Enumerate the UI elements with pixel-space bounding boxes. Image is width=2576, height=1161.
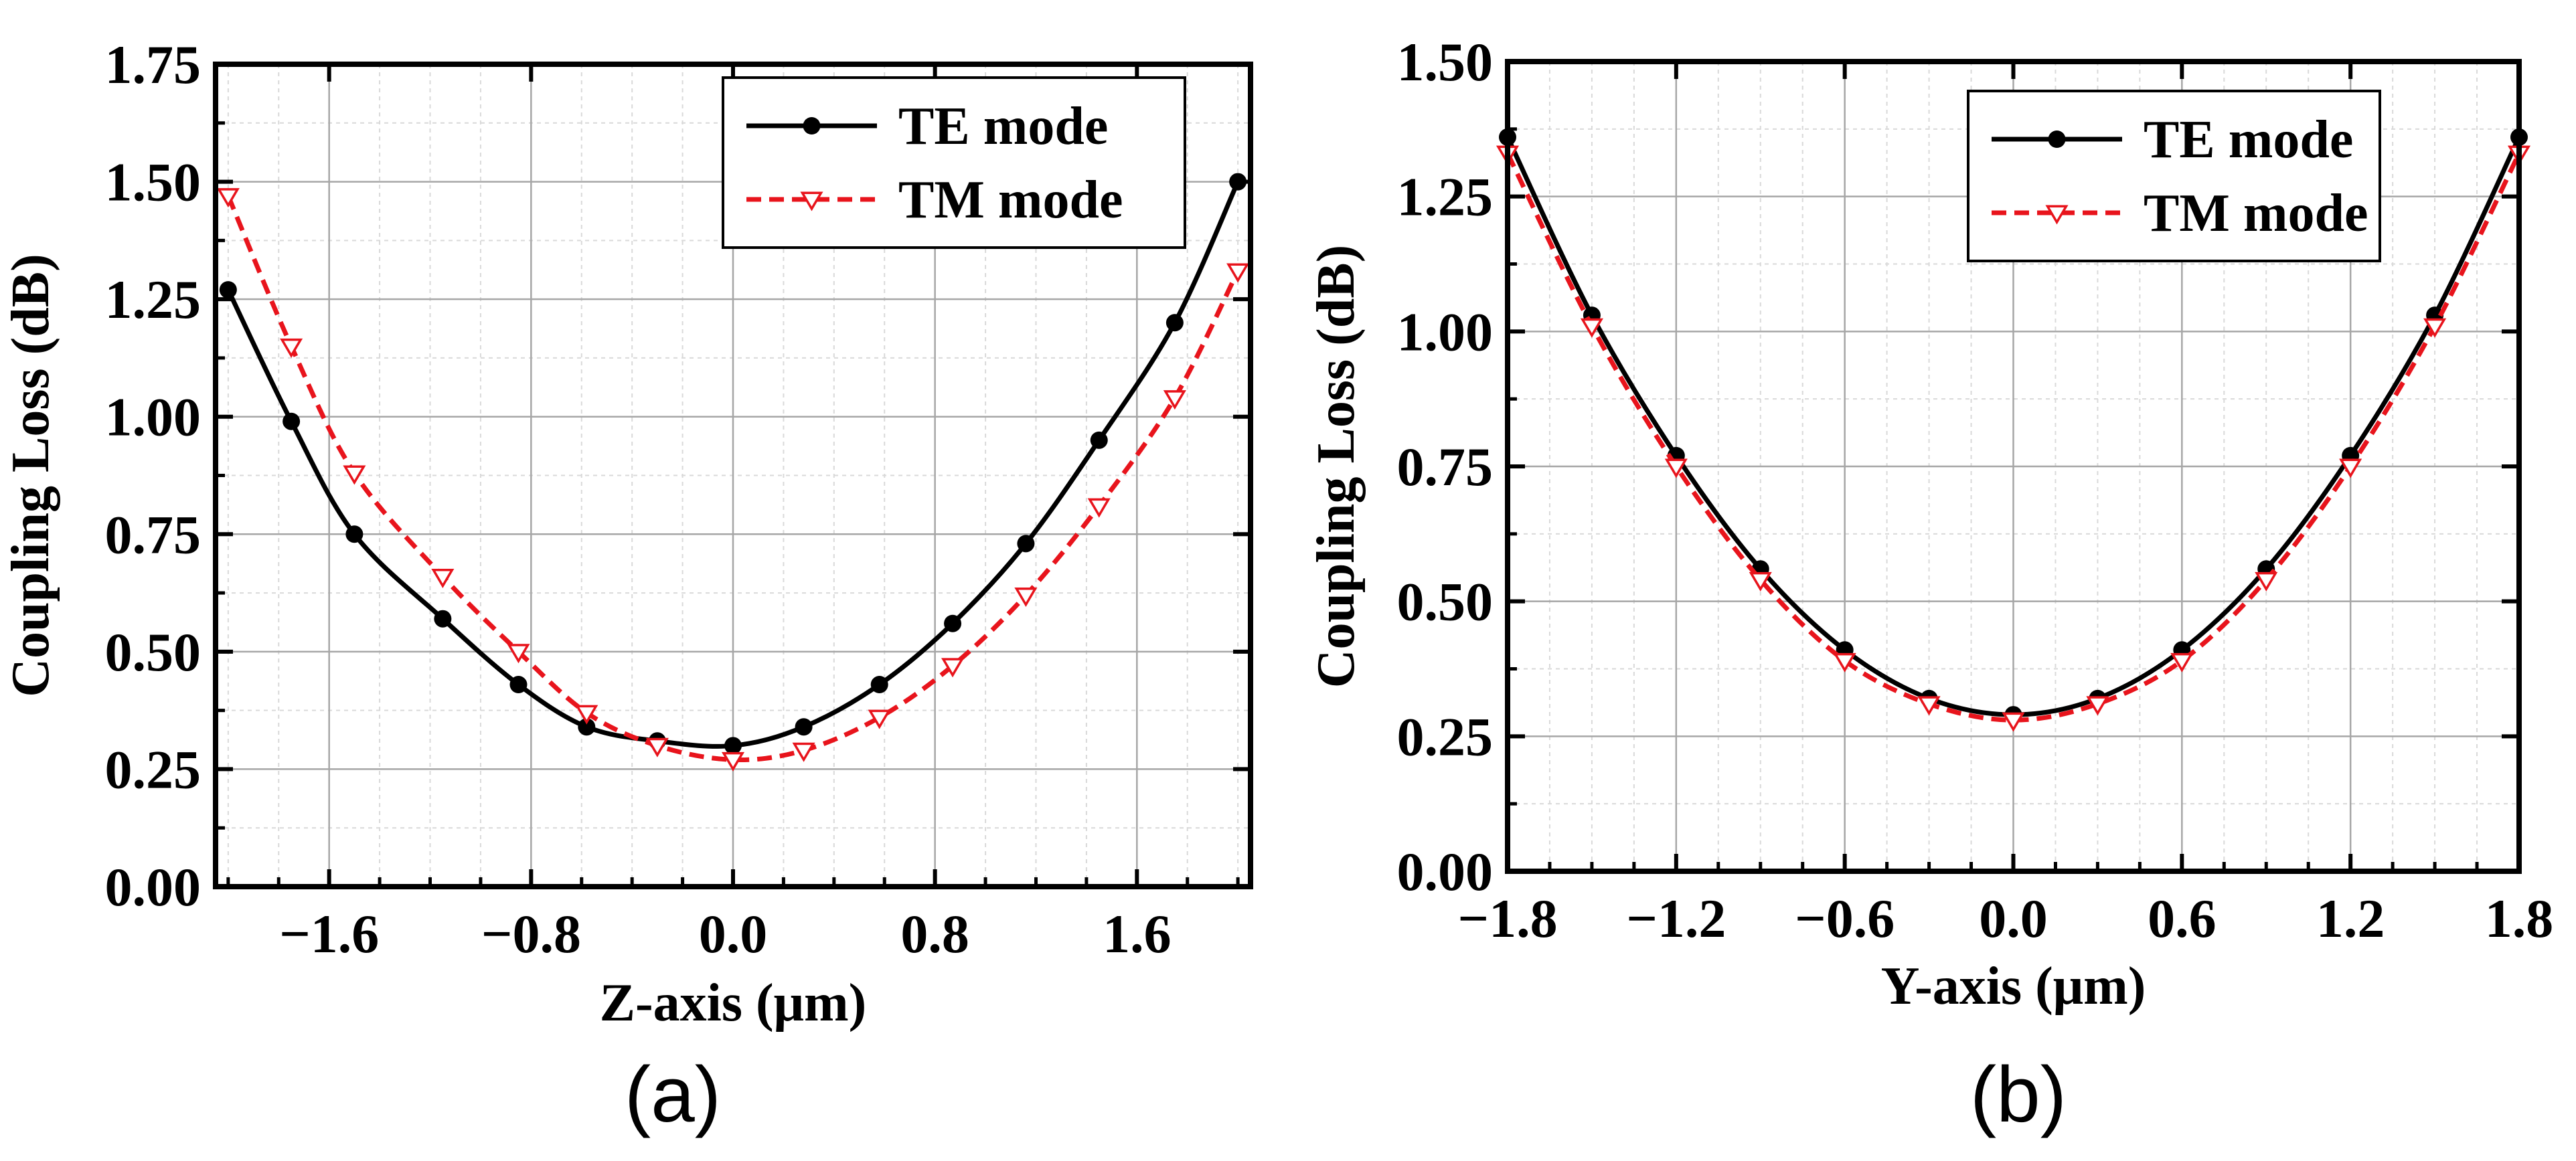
data-point bbox=[792, 742, 815, 762]
y-tick-label: 1.25 bbox=[105, 269, 202, 330]
x-tick-label: 1.2 bbox=[2316, 888, 2385, 949]
x-tick-label: 0.0 bbox=[699, 903, 768, 964]
data-point bbox=[434, 610, 452, 628]
x-tick-label: −1.2 bbox=[1626, 888, 1726, 949]
series-te bbox=[219, 173, 1247, 755]
y-tick-label: 0.00 bbox=[105, 857, 202, 917]
y-tick-label: 1.00 bbox=[1397, 301, 1494, 362]
data-point bbox=[2255, 571, 2278, 592]
legend-marker bbox=[803, 117, 821, 135]
legend-label: TE mode bbox=[2144, 110, 2353, 169]
data-point bbox=[219, 281, 237, 299]
data-point bbox=[1226, 263, 1250, 283]
legend-box bbox=[1967, 90, 2381, 262]
data-point bbox=[868, 709, 891, 729]
data-point bbox=[345, 525, 364, 543]
data-point bbox=[1017, 535, 1035, 553]
data-point bbox=[343, 465, 366, 485]
data-point bbox=[509, 676, 528, 694]
data-point bbox=[283, 412, 301, 430]
legend: TE mode TM mode bbox=[722, 76, 1186, 249]
y-tick-label: 0.75 bbox=[105, 504, 202, 565]
legend-label: TM mode bbox=[898, 171, 1123, 230]
y-tick-label: 0.50 bbox=[1397, 571, 1494, 632]
data-point bbox=[645, 737, 669, 757]
data-point bbox=[2339, 458, 2362, 478]
data-point bbox=[1664, 458, 1688, 478]
legend: TE mode TM mode bbox=[1967, 90, 2381, 262]
data-point bbox=[1917, 696, 1941, 716]
legend-label: TM mode bbox=[2144, 184, 2368, 243]
y-axis-title: Coupling Loss (dB) bbox=[1, 254, 60, 697]
data-point bbox=[1165, 314, 1184, 332]
data-point bbox=[280, 338, 303, 358]
series-line bbox=[1505, 152, 2522, 723]
y-tick-label: 0.75 bbox=[1397, 436, 1494, 497]
panel-label-a: (a) bbox=[625, 1051, 721, 1139]
data-point bbox=[721, 751, 745, 772]
data-point bbox=[2170, 652, 2194, 673]
x-axis-title: Z-axis (μm) bbox=[600, 974, 867, 1033]
data-point bbox=[578, 718, 596, 736]
data-point bbox=[1014, 588, 1038, 608]
data-point bbox=[216, 188, 240, 208]
data-point bbox=[2086, 696, 2109, 716]
x-tick-label: 1.8 bbox=[2485, 888, 2554, 949]
legend-marker bbox=[2048, 130, 2066, 148]
ticks bbox=[1506, 60, 2521, 873]
data-point bbox=[1580, 318, 1603, 338]
x-tick-label: −0.8 bbox=[481, 903, 581, 964]
y-tick-label: 0.00 bbox=[1397, 841, 1494, 902]
y-axis-title: Coupling Loss (dB) bbox=[1307, 245, 1366, 688]
data-point bbox=[724, 737, 742, 755]
data-point bbox=[1749, 571, 1772, 592]
y-tick-label: 1.25 bbox=[1397, 167, 1494, 228]
legend-label: TE mode bbox=[898, 97, 1108, 156]
chart-b: −1.8 −1.2 −0.6 0.0 0.6 1.2 1.8 0.00 0.25 0.50 0.75… bbox=[1307, 31, 2553, 1016]
legend-marker bbox=[2045, 205, 2069, 225]
y-tick-label: 1.50 bbox=[1397, 31, 1494, 92]
x-tick-label: −1.8 bbox=[1457, 888, 1557, 949]
data-point bbox=[507, 644, 530, 664]
data-point bbox=[795, 718, 813, 736]
data-point bbox=[431, 568, 455, 588]
data-point bbox=[1163, 390, 1186, 410]
chart-a: −1.6 −0.8 0.0 0.8 1.6 0.00 0.25 0.50 0.75 1.00 1.2… bbox=[1, 34, 1253, 1033]
legend-marker bbox=[800, 191, 823, 211]
legend-box bbox=[722, 76, 1186, 249]
data-point bbox=[941, 658, 965, 678]
data-point bbox=[575, 705, 598, 725]
y-tick-label: 1.00 bbox=[105, 387, 202, 448]
data-point bbox=[870, 676, 888, 694]
data-point bbox=[1087, 498, 1111, 518]
x-tick-label: −0.6 bbox=[1795, 888, 1895, 949]
y-tick-label: 0.50 bbox=[105, 622, 202, 683]
data-point bbox=[1833, 652, 1856, 673]
x-tick-label: 0.6 bbox=[2148, 888, 2217, 949]
data-point bbox=[2423, 318, 2447, 338]
y-tick-label: 0.25 bbox=[105, 739, 202, 800]
x-tick-label: −1.6 bbox=[279, 903, 379, 964]
x-tick-label: 1.6 bbox=[1103, 903, 1172, 964]
y-tick-label: 0.25 bbox=[1397, 706, 1494, 767]
panel-label-b: (b) bbox=[1970, 1051, 2067, 1139]
data-point bbox=[944, 614, 962, 632]
x-tick-label: 0.8 bbox=[900, 903, 969, 964]
data-point bbox=[1090, 431, 1108, 449]
ticks bbox=[216, 62, 1251, 889]
x-axis-title: Y-axis (μm) bbox=[1881, 957, 2146, 1016]
series-tm bbox=[216, 188, 1250, 772]
y-tick-label: 1.75 bbox=[105, 34, 202, 95]
y-tick-label: 1.50 bbox=[105, 152, 202, 213]
x-tick-label: 0.0 bbox=[1979, 888, 2048, 949]
data-point bbox=[2002, 712, 2025, 732]
